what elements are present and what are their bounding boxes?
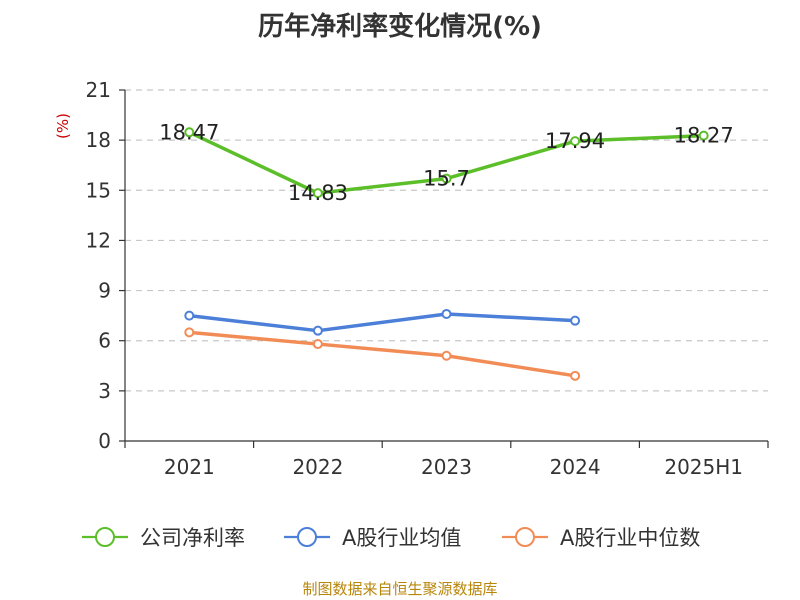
series-line — [189, 330, 576, 378]
data-label: 18.27 — [674, 124, 734, 148]
x-tick-label: 2024 — [550, 455, 601, 479]
grid-lines — [125, 89, 768, 392]
legend-label[interactable]: A股行业中位数 — [560, 526, 700, 550]
legend: 公司净利率 A股行业均值 A股行业中位数 — [82, 526, 700, 550]
data-label: 17.94 — [545, 129, 605, 153]
data-point[interactable] — [698, 130, 709, 141]
x-tick-label: 2021 — [164, 455, 215, 479]
data-point[interactable] — [441, 173, 452, 184]
y-tick-label: 18 — [86, 128, 111, 152]
axes: 0 3 6 9 12 15 18 21 2021 2022 2023 2024 2025H1 — [86, 78, 769, 479]
data-point[interactable] — [441, 308, 452, 319]
legend-marker[interactable] — [297, 527, 317, 547]
y-tick-label: 12 — [86, 228, 111, 252]
y-tick-label: 0 — [98, 429, 111, 453]
legend-marker[interactable] — [515, 527, 535, 547]
y-tick-label: 21 — [86, 78, 111, 102]
legend-label[interactable]: 公司净利率 — [140, 526, 245, 550]
x-tick-label: 2023 — [421, 455, 472, 479]
x-tick-label: 2025H1 — [664, 455, 743, 479]
y-tick-label: 6 — [98, 329, 111, 353]
data-point[interactable] — [441, 350, 452, 361]
y-tick-label: 3 — [98, 379, 111, 403]
series-line — [189, 312, 576, 333]
x-tick-label: 2022 — [292, 455, 343, 479]
data-point[interactable] — [184, 127, 195, 138]
data-point[interactable] — [570, 370, 581, 381]
data-point[interactable] — [312, 188, 323, 199]
data-point[interactable] — [312, 339, 323, 350]
data-point[interactable] — [570, 315, 581, 326]
data-label: 15.7 — [423, 167, 470, 191]
legend-label[interactable]: A股行业均值 — [342, 526, 461, 550]
data-label: 14.83 — [288, 181, 348, 205]
y-axis-label: (%) — [54, 113, 72, 139]
data-labels: 18.47 14.83 15.7 17.94 18.27 — [159, 120, 734, 205]
data-point[interactable] — [570, 136, 581, 147]
legend-marker[interactable] — [95, 527, 115, 547]
series-group — [184, 127, 709, 381]
data-point[interactable] — [184, 327, 195, 338]
y-tick-label: 9 — [98, 279, 111, 303]
data-label: 18.47 — [159, 120, 219, 144]
source-note: 制图数据来自恒生聚源数据库 — [302, 580, 498, 598]
y-tick-label: 15 — [86, 178, 111, 202]
chart-title: 历年净利率变化情况(%) — [258, 12, 542, 42]
data-point[interactable] — [312, 325, 323, 336]
data-point[interactable] — [184, 310, 195, 321]
